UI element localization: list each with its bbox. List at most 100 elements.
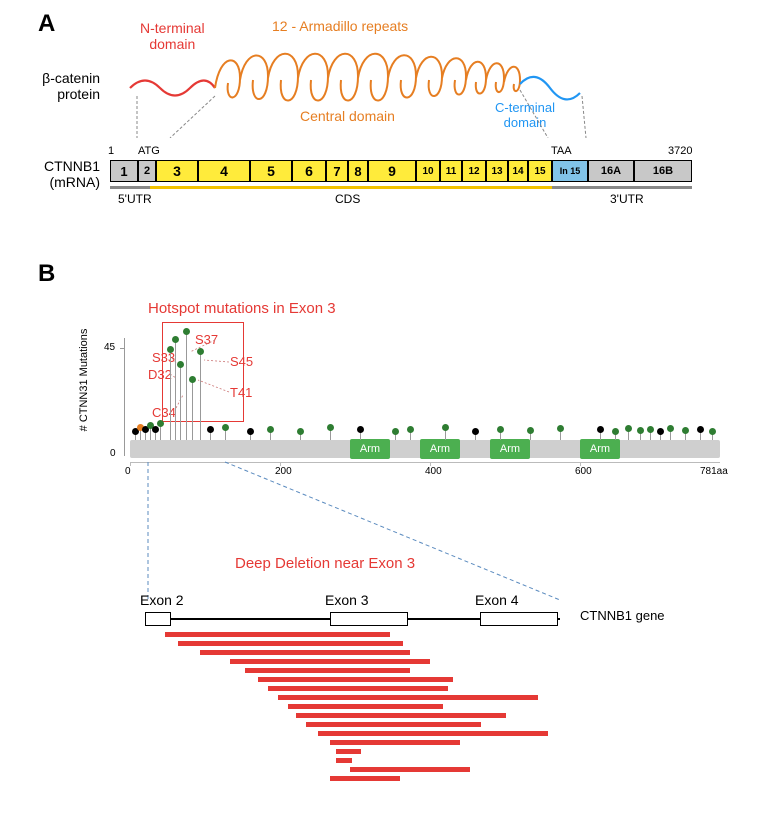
exon-box: 16A — [588, 160, 634, 182]
lollipop-stem — [186, 332, 187, 440]
ytick-max: 45 — [104, 342, 115, 353]
exon-box: 11 — [440, 160, 462, 182]
exon-box: 8 — [348, 160, 368, 182]
exon-box: 10 — [416, 160, 440, 182]
deletion-bar — [178, 641, 403, 646]
lollipop-head — [625, 425, 632, 432]
lollipop-head — [152, 426, 159, 433]
gene-exon-label: Exon 3 — [325, 592, 369, 608]
ytick-45 — [120, 348, 124, 349]
arm-domain-box: Arm — [420, 439, 460, 459]
deletion-bar — [230, 659, 430, 664]
exon-box: 4 — [198, 160, 250, 182]
deletion-bar — [288, 704, 443, 709]
lollipop-head — [189, 376, 196, 383]
lollipop-head — [657, 428, 664, 435]
xtick-label: 0 — [125, 466, 131, 477]
lollipop-head — [709, 428, 716, 435]
protein-label: β-catenin protein — [20, 70, 100, 102]
exon-box: 7 — [326, 160, 348, 182]
armadillo-label: 12 - Armadillo repeats — [272, 18, 408, 34]
lollipop-stem — [175, 340, 176, 440]
deletion-bar — [296, 713, 506, 718]
deletion-bar — [330, 740, 460, 745]
lollipop-head — [557, 425, 564, 432]
gene-exon-box — [480, 612, 558, 626]
cds-label: CDS — [335, 192, 360, 206]
xtick-label: 600 — [575, 466, 592, 477]
gene-exon-box — [330, 612, 408, 626]
exon-box: 5 — [250, 160, 292, 182]
exon-box: 14 — [508, 160, 528, 182]
deletion-bar — [278, 695, 538, 700]
lollipop-stem — [180, 365, 181, 440]
deletion-bar — [268, 686, 448, 691]
deletion-bar — [330, 776, 400, 781]
lollipop-head — [327, 424, 334, 431]
lollipop-head — [472, 428, 479, 435]
lollipop-head — [247, 428, 254, 435]
utr5-underline — [110, 186, 150, 189]
lollipop-head — [697, 426, 704, 433]
arm-domain-box: Arm — [350, 439, 390, 459]
mrna-label: CTNNB1 (mRNA) — [20, 158, 100, 190]
hotspot-title: Hotspot mutations in Exon 3 — [148, 300, 336, 317]
deletion-bar — [336, 749, 361, 754]
yaxis-line — [124, 338, 125, 456]
gene-exon-label: Exon 2 — [140, 592, 184, 608]
lollipop-head — [647, 426, 654, 433]
deletion-bar — [258, 677, 453, 682]
arm-domain-box: Arm — [490, 439, 530, 459]
lollipop-head — [612, 428, 619, 435]
pos-end: 3720 — [668, 145, 692, 157]
ytick-min: 0 — [110, 448, 116, 459]
pos-start: 1 — [108, 145, 114, 157]
panel-b-label: B — [38, 260, 55, 288]
taa-label: TAA — [551, 145, 572, 157]
lollipop-head — [183, 328, 190, 335]
deletion-bar — [306, 722, 481, 727]
lollipop-head — [157, 420, 164, 427]
xaxis-line — [130, 462, 720, 463]
panel-a-label: A — [38, 10, 55, 38]
cds-underline — [150, 186, 552, 189]
lollipop-head — [357, 426, 364, 433]
gene-exon-label: Exon 4 — [475, 592, 519, 608]
deletion-bar — [336, 758, 352, 763]
gene-exon-box — [145, 612, 171, 626]
lollipop-head — [207, 426, 214, 433]
lollipop-head — [442, 424, 449, 431]
lollipop-head — [177, 361, 184, 368]
xaxis-max: 781aa — [700, 466, 728, 477]
lollipop-head — [222, 424, 229, 431]
deletion-bar — [245, 668, 410, 673]
deep-deletion-title: Deep Deletion near Exon 3 — [235, 555, 415, 572]
xtick-label: 400 — [425, 466, 442, 477]
deletion-bar — [200, 650, 410, 655]
exon-box: 16B — [634, 160, 692, 182]
utr3-label: 3'UTR — [610, 192, 644, 206]
exon-box: 13 — [486, 160, 508, 182]
protein-diagram — [110, 38, 590, 138]
lollipop-head — [267, 426, 274, 433]
lollipop-stem — [200, 352, 201, 440]
lollipop-head — [407, 426, 414, 433]
lollipop-head — [667, 425, 674, 432]
exon-box: 2 — [138, 160, 156, 182]
lollipop-head — [167, 346, 174, 353]
lollipop-head — [637, 427, 644, 434]
lollipop-head — [297, 428, 304, 435]
exon-box: 6 — [292, 160, 326, 182]
lollipop-head — [597, 426, 604, 433]
yaxis-label: # CTNN31 Mutations — [78, 315, 90, 445]
lollipop-head — [682, 427, 689, 434]
exon-box: In 15 — [552, 160, 588, 182]
lollipop-head — [497, 426, 504, 433]
arm-domain-box: Arm — [580, 439, 620, 459]
xtick-label: 200 — [275, 466, 292, 477]
exon-box: 12 — [462, 160, 486, 182]
exon-box: 1 — [110, 160, 138, 182]
lollipop-head — [172, 336, 179, 343]
gene-label: CTNNB1 gene — [580, 608, 665, 623]
deletion-bar — [165, 632, 390, 637]
